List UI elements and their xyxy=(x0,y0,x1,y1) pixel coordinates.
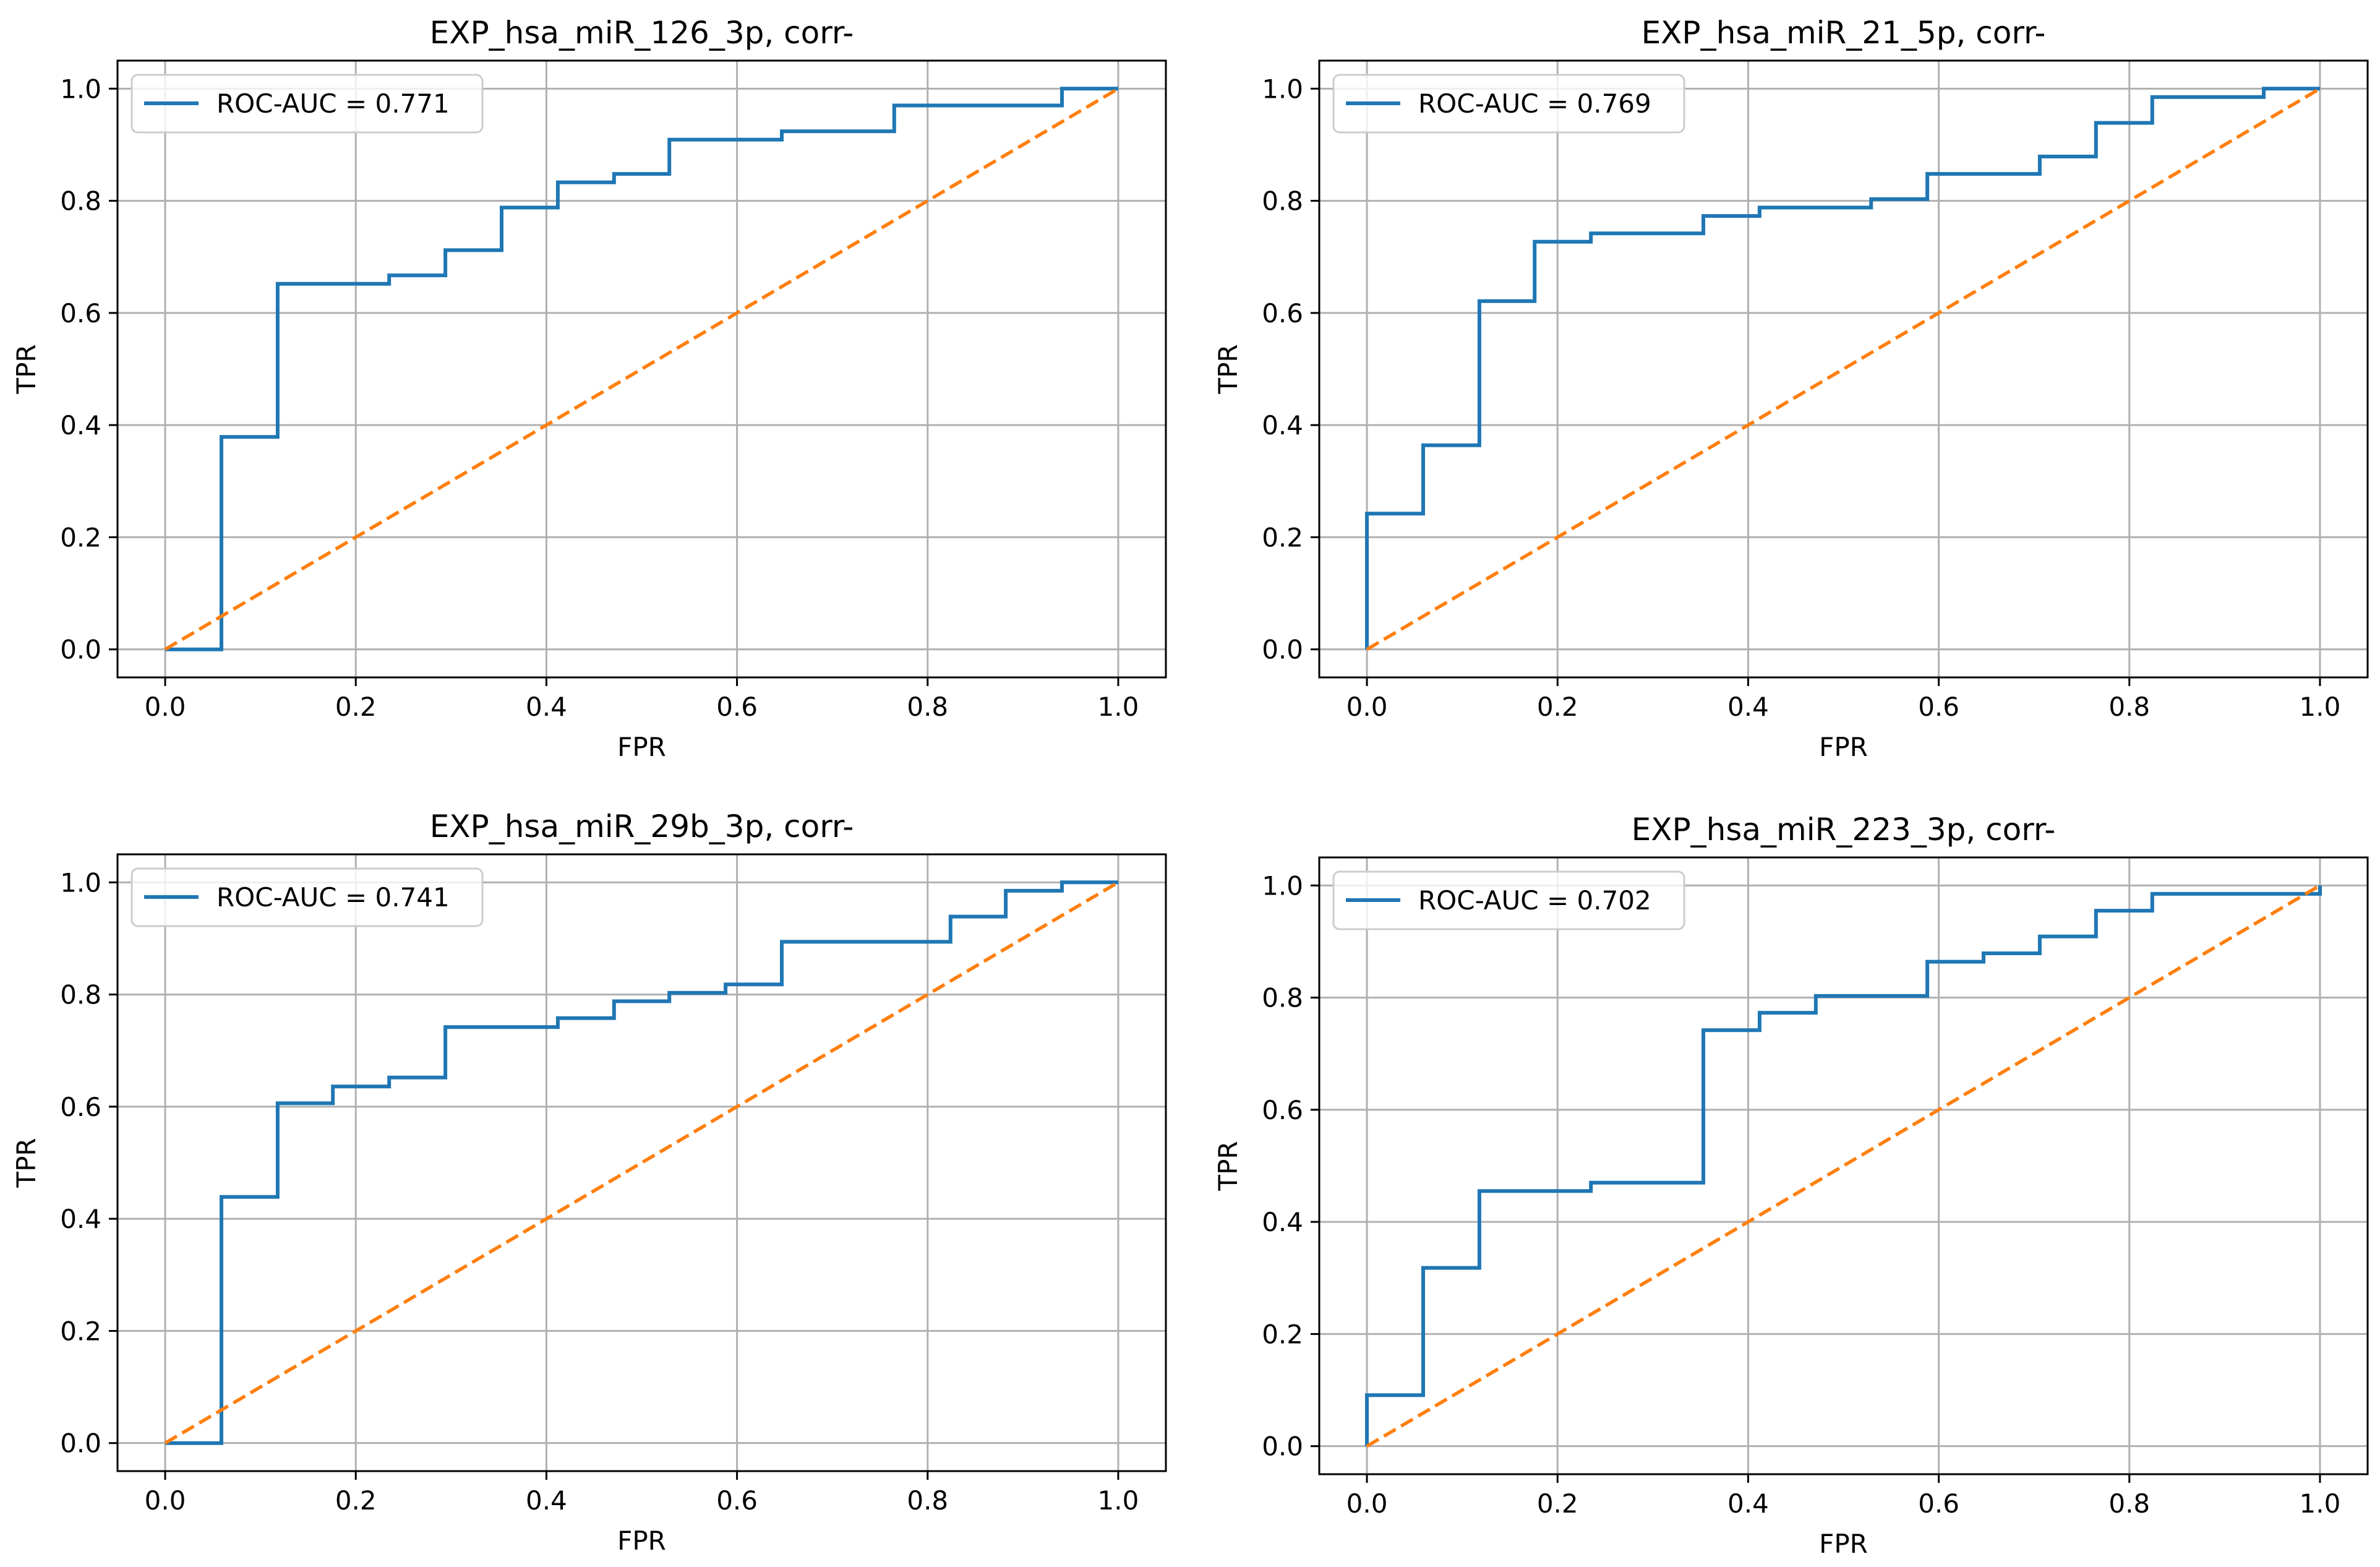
legend-label: ROC-AUC = 0.771 xyxy=(216,88,450,119)
legend-box xyxy=(1332,74,1685,134)
x-axis-label: FPR xyxy=(1819,732,1868,762)
x-tick-label: 0.8 xyxy=(907,692,948,722)
chance-diagonal-line xyxy=(1366,883,2321,1448)
roc-curve-line xyxy=(1365,885,2322,1446)
y-tick-label: 0.0 xyxy=(60,635,101,665)
x-tick-label: 0.0 xyxy=(145,692,186,722)
y-tick-label: 0.0 xyxy=(1262,635,1303,665)
x-tick-label: 0.4 xyxy=(526,692,567,722)
y-tick-label: 0.6 xyxy=(1262,298,1303,328)
chart-panel-2: 0.0 0.2 0.4 0.6 0.8 1.0 0.0 0.2 0.4 0.6 0.8 1.0 EXP_… xyxy=(1213,15,2369,762)
y-tick-label: 0.4 xyxy=(1262,410,1303,440)
y-tick-label: 0.8 xyxy=(1262,186,1303,217)
y-tick-label: 0.2 xyxy=(60,522,101,552)
legend-box xyxy=(131,74,484,134)
plot-frame xyxy=(1318,59,2369,679)
legend-label: ROC-AUC = 0.702 xyxy=(1418,885,1651,916)
roc-curve-line xyxy=(165,880,1118,1445)
chance-diagonal-line xyxy=(1366,87,2321,651)
x-tick-label: 0.6 xyxy=(1918,692,1959,722)
y-axis-label: TPR xyxy=(1213,344,1243,394)
y-tick-label: 0.2 xyxy=(1262,1319,1303,1349)
chart-panel-1: 0.0 0.2 0.4 0.6 0.8 1.0 0.0 0.2 0.4 0.6 0.8 1.0 EXP_… xyxy=(11,15,1167,762)
plot-frame xyxy=(1318,856,2369,1475)
chart-panel-3: 0.0 0.2 0.4 0.6 0.8 1.0 0.0 0.2 0.4 0.6 0.8 1.0 EXP_… xyxy=(11,809,1167,1556)
chart-title: EXP_hsa_miR_126_3p, corr- xyxy=(430,15,854,51)
x-tick-label: 0.2 xyxy=(335,1485,377,1516)
x-tick-label: 0.6 xyxy=(1918,1488,1959,1519)
y-axis-label: TPR xyxy=(11,344,41,394)
plot-frame xyxy=(116,59,1167,679)
x-tick-label: 0.0 xyxy=(1346,692,1388,722)
chance-diagonal-line xyxy=(164,87,1119,651)
chart-title: EXP_hsa_miR_21_5p, corr- xyxy=(1642,15,2046,51)
x-tick-label: 0.2 xyxy=(1537,1488,1578,1519)
x-axis-label: FPR xyxy=(617,1526,666,1556)
y-tick-label: 1.0 xyxy=(1262,74,1303,104)
legend-box xyxy=(131,867,484,927)
y-tick-label: 0.8 xyxy=(60,186,101,217)
y-tick-label: 1.0 xyxy=(1262,870,1303,901)
x-tick-label: 0.2 xyxy=(335,692,377,722)
x-tick-label: 0.6 xyxy=(716,692,758,722)
x-tick-label: 1.0 xyxy=(2300,692,2341,722)
x-tick-label: 0.4 xyxy=(1727,1488,1769,1519)
roc-curve-line xyxy=(165,87,1118,651)
x-tick-label: 0.8 xyxy=(907,1485,948,1516)
y-tick-label: 0.8 xyxy=(60,980,101,1010)
y-tick-label: 0.4 xyxy=(60,1204,101,1234)
y-tick-label: 0.6 xyxy=(1262,1095,1303,1125)
y-tick-label: 0.8 xyxy=(1262,983,1303,1013)
x-tick-label: 0.4 xyxy=(526,1485,567,1516)
x-tick-label: 1.0 xyxy=(1098,692,1139,722)
y-tick-label: 0.2 xyxy=(1262,522,1303,552)
x-tick-label: 1.0 xyxy=(1098,1485,1139,1516)
y-tick-label: 0.0 xyxy=(60,1428,101,1459)
x-tick-label: 0.0 xyxy=(1346,1488,1388,1519)
y-tick-label: 0.0 xyxy=(1262,1432,1303,1462)
y-tick-label: 0.4 xyxy=(60,410,101,440)
x-tick-label: 0.2 xyxy=(1537,692,1578,722)
x-tick-label: 0.8 xyxy=(2108,692,2150,722)
x-tick-label: 0.4 xyxy=(1727,692,1769,722)
y-tick-label: 0.6 xyxy=(60,1092,101,1122)
x-tick-label: 1.0 xyxy=(2300,1488,2341,1519)
legend-label: ROC-AUC = 0.769 xyxy=(1418,88,1651,119)
y-tick-label: 0.2 xyxy=(60,1316,101,1346)
x-axis-label: FPR xyxy=(617,732,666,762)
roc-curve-line xyxy=(1365,87,2320,650)
y-tick-label: 0.6 xyxy=(60,298,101,328)
plot-frame xyxy=(116,853,1167,1472)
chart-title: EXP_hsa_miR_223_3p, corr- xyxy=(1632,812,2056,848)
legend-box xyxy=(1332,870,1685,930)
x-axis-label: FPR xyxy=(1819,1529,1868,1559)
y-tick-label: 0.4 xyxy=(1262,1207,1303,1237)
chart-panel-4: 0.0 0.2 0.4 0.6 0.8 1.0 0.0 0.2 0.4 0.6 0.8 1.0 EXP_… xyxy=(1213,812,2369,1559)
x-tick-label: 0.8 xyxy=(2108,1488,2150,1519)
y-axis-label: TPR xyxy=(11,1138,41,1188)
y-axis-label: TPR xyxy=(1213,1141,1243,1191)
chance-diagonal-line xyxy=(164,880,1119,1445)
y-tick-label: 1.0 xyxy=(60,74,101,104)
x-tick-label: 0.0 xyxy=(145,1485,186,1516)
x-tick-label: 0.6 xyxy=(716,1485,758,1516)
chart-title: EXP_hsa_miR_29b_3p, corr- xyxy=(430,809,854,844)
y-tick-label: 1.0 xyxy=(60,867,101,898)
legend-label: ROC-AUC = 0.741 xyxy=(216,882,450,912)
